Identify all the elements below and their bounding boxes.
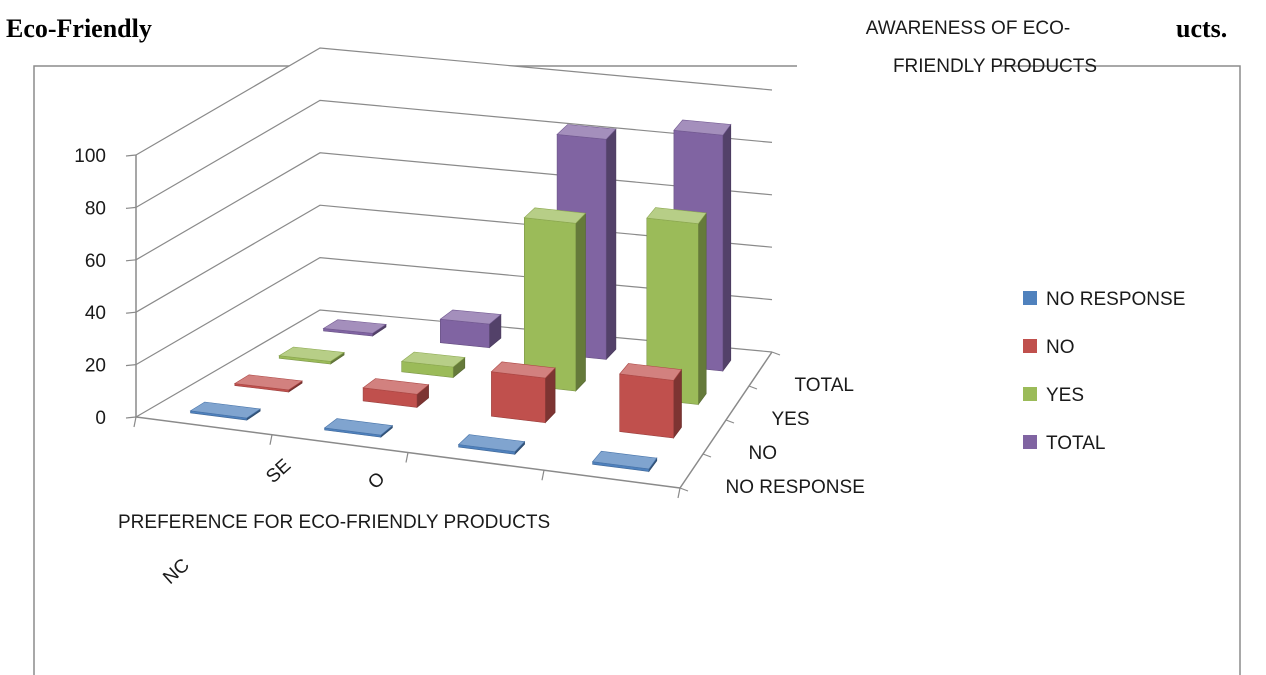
x-axis-title-backdrop: [120, 500, 560, 556]
bar-no-response-yes: [457, 434, 526, 456]
y-axis-tick-labels: 0 20 40 60 80 100: [74, 146, 106, 429]
depth-tick-mark: [725, 419, 735, 424]
depth-tick-mark: [771, 351, 781, 356]
chart-bars: [189, 119, 732, 473]
y-tick-mark: [125, 206, 137, 209]
y-tick-label: 80: [85, 198, 106, 219]
x-tick-label-fragment-2: SE: [262, 455, 295, 488]
bar-total-no-response: [322, 319, 387, 337]
legend-label: NO: [1046, 337, 1075, 358]
legend-label: TOTAL: [1046, 433, 1105, 454]
legend-label: YES: [1046, 385, 1084, 406]
gridline-100: [135, 47, 773, 156]
chart-frame: [33, 65, 1241, 675]
x-tick-mark: [405, 452, 409, 463]
y-tick-label: 100: [74, 146, 106, 167]
bar-yes-yes: [523, 207, 587, 392]
x-tick-mark: [677, 487, 681, 499]
gridline-20: [135, 256, 773, 366]
y-tick-label: 0: [95, 408, 106, 429]
bar-no-total: [619, 363, 683, 439]
legend-item: YES: [1023, 385, 1084, 406]
legend-item: NO: [1023, 337, 1075, 358]
legend-label: NO RESPONSE: [1046, 289, 1185, 310]
bar-yes-no-response: [278, 346, 345, 365]
gridline-60: [135, 152, 773, 261]
legend-swatch: [1023, 339, 1037, 353]
x-tick-mark: [269, 434, 273, 445]
gridline-80: [135, 99, 773, 208]
x-tick-label-fragment-3: O: [364, 468, 389, 493]
depth-label: NO: [749, 443, 778, 464]
chart-title-line-2: FRIENDLY PRODUCTS: [893, 56, 1097, 77]
bar-no-no-response: [233, 374, 303, 393]
bar-no-response-no-response: [189, 401, 262, 421]
page-heading-left: Eco-Friendly: [6, 14, 152, 43]
depth-tick-mark: [679, 487, 689, 492]
x-tick-mark: [541, 470, 545, 481]
y-tick-label: 60: [85, 251, 106, 272]
y-tick-mark: [125, 154, 137, 157]
x-tick-label-fragment-1: NC: [159, 555, 193, 589]
gridline-0: [135, 309, 773, 418]
y-tick-mark: [125, 364, 137, 367]
depth-label: NO RESPONSE: [726, 477, 865, 498]
depth-label: YES: [772, 409, 810, 430]
depth-tick-mark: [702, 453, 712, 458]
depth-tick-mark: [748, 385, 758, 390]
x-tick-mark: [133, 416, 137, 428]
bar-no-response-total: [592, 450, 658, 473]
chart-title-backdrop: [800, 6, 995, 86]
depth-label: TOTAL: [795, 375, 854, 396]
page-heading-right: ucts.: [1176, 14, 1228, 43]
y-tick-mark: [125, 416, 137, 419]
chart-gridlines: [135, 47, 773, 418]
bar-no-yes: [490, 361, 556, 424]
y-tick-label: 40: [85, 303, 106, 324]
y-tick-label: 20: [85, 356, 106, 377]
bar-no-no: [362, 378, 430, 409]
chart-title-line-1: AWARENESS OF ECO-: [866, 18, 1070, 39]
chart-axes: [125, 154, 781, 499]
legend-swatch: [1023, 387, 1037, 401]
legend-item: TOTAL: [1023, 433, 1105, 454]
legend-item: NO RESPONSE: [1023, 289, 1185, 310]
depth-axis-labels: TOTAL YES NO NO RESPONSE: [726, 375, 865, 498]
y-tick-mark: [125, 311, 137, 314]
x-axis-title: PREFERENCE FOR ECO-FRIENDLY PRODUCTS: [118, 512, 550, 533]
y-tick-mark: [125, 259, 137, 262]
gridline-40: [135, 204, 773, 313]
legend-swatch: [1023, 291, 1037, 305]
legend-swatch: [1023, 435, 1037, 449]
bar-yes-total: [646, 207, 707, 406]
bar-no-response-no: [323, 418, 394, 438]
chart-legend: NO RESPONSE NO YES TOTAL: [1023, 289, 1185, 454]
bar-yes-no: [400, 351, 466, 379]
bar-total-no: [439, 309, 502, 349]
